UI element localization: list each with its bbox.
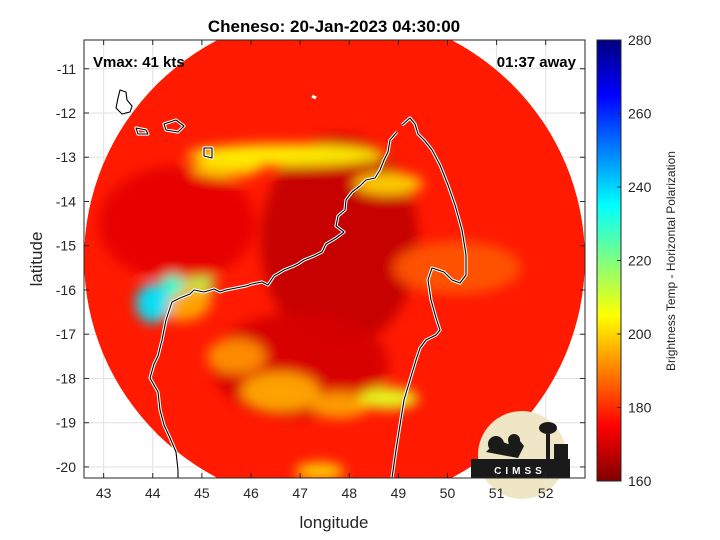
colorbar-ticks: 280 260 240 220 200 180 160 bbox=[617, 32, 652, 489]
plot-frame bbox=[83, 39, 586, 479]
y-tick-label: -14 bbox=[56, 193, 76, 209]
heatmap-feature bbox=[187, 276, 217, 290]
y-axis-label: latitude bbox=[27, 232, 46, 287]
heatmap-feature bbox=[241, 371, 320, 412]
heatmap-feature bbox=[206, 338, 266, 375]
colorbar-tick-label: 160 bbox=[628, 473, 652, 489]
x-tick-label: 46 bbox=[243, 485, 259, 501]
x-tick-label: 52 bbox=[538, 485, 554, 501]
colorbar-label: Brightness Temp - Horizontal Polarizatio… bbox=[664, 151, 678, 371]
y-tick-label: -16 bbox=[56, 282, 76, 298]
x-tick-label: 51 bbox=[489, 485, 505, 501]
cimss-logo-text: CIMSS bbox=[494, 466, 546, 477]
y-tick-label: -20 bbox=[56, 459, 76, 475]
heatmap-feature bbox=[295, 462, 345, 478]
chart-title: Cheneso: 20-Jan-2023 04:30:00 bbox=[208, 17, 460, 36]
y-tick-label: -15 bbox=[56, 238, 76, 254]
y-tick-label: -18 bbox=[56, 370, 76, 386]
colorbar-tick-label: 240 bbox=[628, 179, 652, 195]
y-tick-label: -19 bbox=[56, 415, 76, 431]
x-tick-label: 48 bbox=[341, 485, 357, 501]
coastline-inner bbox=[115, 89, 467, 478]
y-tick-labels: -11 -12 -13 -14 -15 -16 -17 -18 -19 -20 bbox=[56, 61, 76, 475]
heatmap-feature bbox=[135, 283, 170, 324]
heatmap-feature bbox=[187, 143, 384, 167]
y-tick-label: -12 bbox=[56, 105, 76, 121]
x-tick-label: 43 bbox=[96, 485, 112, 501]
x-tick-label: 45 bbox=[194, 485, 210, 501]
heatmap-features bbox=[98, 135, 522, 478]
y-tick-label: -17 bbox=[56, 326, 76, 342]
cimss-logo: CIMSS bbox=[471, 411, 570, 499]
colorbar-tick-label: 280 bbox=[628, 32, 652, 48]
heatmap-feature bbox=[98, 166, 256, 282]
colorbar-tick-label: 260 bbox=[628, 106, 652, 122]
y-tick-label: -11 bbox=[57, 61, 76, 77]
colorbar-tick-label: 220 bbox=[628, 253, 652, 269]
axis-ticks bbox=[84, 40, 585, 478]
y-tick-label: -13 bbox=[56, 149, 76, 165]
colorbar-tick-label: 200 bbox=[628, 326, 652, 342]
x-tick-label: 50 bbox=[440, 485, 456, 501]
heatmap-feature bbox=[393, 241, 522, 295]
vmax-annotation: Vmax: 41 kts bbox=[93, 54, 185, 71]
time-away-annotation: 01:37 away bbox=[497, 54, 577, 71]
x-tick-label: 44 bbox=[145, 485, 161, 501]
x-tick-label: 49 bbox=[391, 485, 407, 501]
heatmap-feature bbox=[359, 387, 418, 410]
heatmap-feature bbox=[309, 391, 369, 419]
colorbar-tick-label: 180 bbox=[628, 400, 652, 416]
x-axis-label: longitude bbox=[299, 513, 368, 532]
x-tick-labels: 43 44 45 46 47 48 49 50 51 52 bbox=[96, 485, 554, 501]
x-tick-label: 47 bbox=[292, 485, 308, 501]
